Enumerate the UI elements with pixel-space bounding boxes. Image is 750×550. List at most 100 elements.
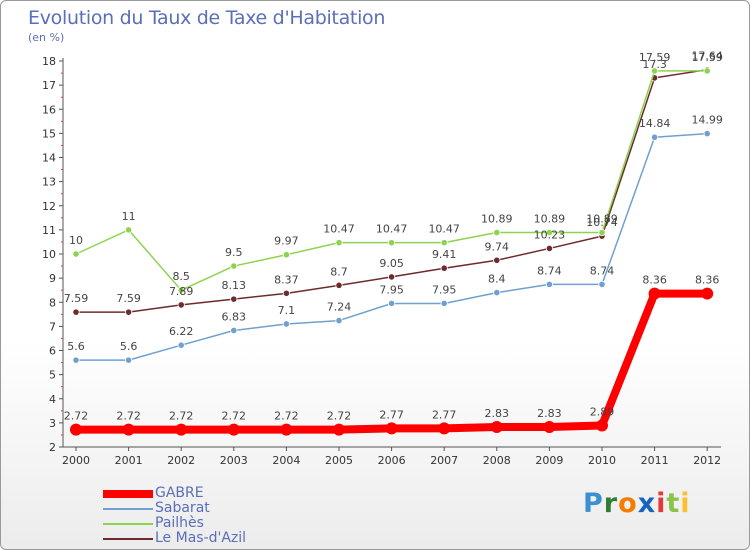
y-tick-label: 18 [42,55,56,68]
data-point-le-mas-d-azil [440,264,448,272]
data-point-le-mas-d-azil [335,281,343,289]
data-point-gabre [385,422,398,435]
data-label-le-mas-d-azil: 7.59 [64,292,89,305]
data-label-pailhes: 10.47 [323,223,355,236]
data-point-sabarat [335,316,343,325]
data-point-gabre [70,423,82,436]
data-label-sabarat: 8.74 [537,264,562,277]
legend-swatch-le-mas-d-azil [103,538,153,540]
data-label-gabre: 2.89 [590,406,615,419]
data-point-gabre [333,423,345,436]
data-point-le-mas-d-azil [387,273,396,281]
data-label-sabarat: 8.74 [590,264,615,277]
x-tick-label: 2010 [588,454,616,467]
y-tick-label: 13 [42,176,56,189]
x-tick-label: 2005 [325,454,353,467]
data-label-pailhes: 8.5 [172,270,190,283]
x-tick-label: 2003 [220,454,248,467]
data-label-gabre: 8.36 [695,274,720,287]
data-point-gabre [701,287,714,300]
data-point-le-mas-d-azil [493,256,501,264]
legend-label-pailhes: Pailhès [155,515,204,531]
data-point-gabre [438,422,451,435]
data-point-pailhes [598,228,606,237]
data-label-sabarat: 8.4 [488,273,506,286]
data-point-gabre [122,423,135,436]
x-tick-label: 2004 [272,454,300,467]
data-point-gabre [648,287,661,300]
logo-letter: i [680,488,691,519]
x-tick-label: 2008 [483,454,511,467]
x-tick-label: 2011 [641,454,669,467]
x-tick-label: 2007 [430,454,458,467]
legend-swatch-pailhes [103,523,153,525]
y-tick-label: 10 [42,248,56,261]
data-point-le-mas-d-azil [230,295,238,303]
data-point-gabre [596,419,608,432]
data-label-pailhes: 11 [122,210,136,223]
data-label-gabre: 2.72 [64,410,89,423]
data-label-gabre: 2.72 [116,410,141,423]
data-point-pailhes [282,251,290,259]
legend-swatch-gabre [103,490,153,498]
data-label-sabarat: 6.83 [222,310,247,323]
data-label-pailhes: 10.89 [481,213,513,226]
data-label-pailhes: 17.59 [691,51,723,64]
data-point-pailhes [545,228,554,237]
data-label-gabre: 2.77 [379,408,404,421]
y-tick-label: 9 [49,272,56,285]
data-point-gabre [490,420,503,433]
x-tick-label: 2000 [62,454,90,467]
data-point-sabarat [598,280,606,288]
logo-letter: i [656,488,667,519]
data-label-le-mas-d-azil: 10.74 [586,216,618,229]
data-point-gabre [175,423,188,436]
data-label-pailhes: 10 [69,234,83,247]
data-point-sabarat [230,326,238,335]
data-label-pailhes: 17.59 [639,51,671,64]
data-point-sabarat [387,299,396,308]
data-label-le-mas-d-azil: 7.59 [116,292,141,305]
data-label-pailhes: 9.97 [274,235,299,248]
data-point-le-mas-d-azil [177,301,185,309]
data-label-sabarat: 14.84 [639,117,671,130]
logo-letter: x [637,488,657,519]
legend-label-sabarat: Sabarat [155,500,210,516]
data-point-pailhes [230,262,238,270]
data-label-le-mas-d-azil: 8.37 [274,273,299,286]
data-label-pailhes: 10.89 [586,213,618,226]
data-point-le-mas-d-azil [72,308,80,316]
y-tick-label: 15 [42,127,56,140]
data-point-sabarat [72,356,80,364]
data-point-sabarat [440,299,448,308]
data-label-gabre: 8.36 [642,274,667,287]
data-label-gabre: 2.72 [274,410,299,423]
data-point-pailhes [72,250,80,258]
data-label-gabre: 2.83 [537,407,562,420]
data-point-pailhes [703,67,711,75]
data-label-pailhes: 10.47 [428,223,460,236]
data-point-pailhes [493,228,501,237]
data-label-le-mas-d-azil: 8.13 [222,279,247,292]
x-tick-label: 2012 [693,454,721,467]
data-point-gabre [227,423,240,436]
data-point-pailhes [125,226,133,234]
data-point-le-mas-d-azil [545,244,554,253]
data-point-pailhes [335,239,343,247]
data-label-gabre: 2.72 [222,410,247,423]
data-label-gabre: 2.83 [485,407,510,420]
y-tick-label: 4 [49,393,56,406]
data-point-le-mas-d-azil [125,308,133,316]
data-point-le-mas-d-azil [282,289,290,297]
y-tick-label: 6 [49,345,56,358]
logo-letter: r [603,488,619,519]
data-label-pailhes: 10.89 [534,213,566,226]
data-label-le-mas-d-azil: 17.64 [691,50,723,63]
data-label-le-mas-d-azil: 9.05 [379,257,404,270]
data-point-sabarat [493,288,501,297]
data-label-gabre: 2.72 [169,410,194,423]
data-label-gabre: 2.77 [432,408,457,421]
x-tick-label: 2002 [167,454,195,467]
